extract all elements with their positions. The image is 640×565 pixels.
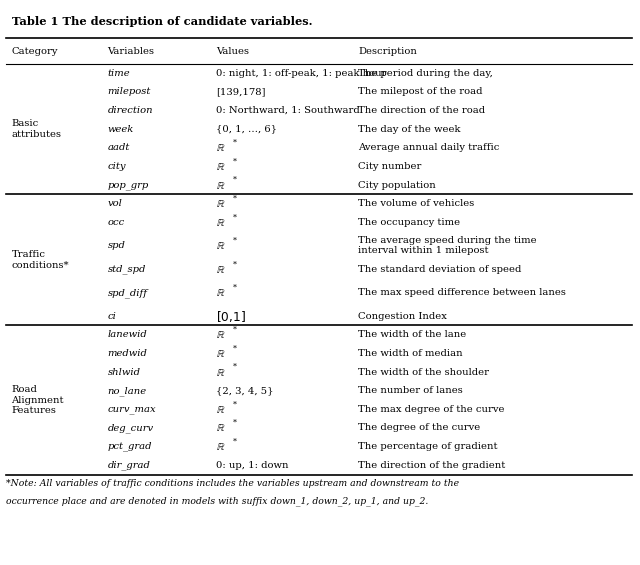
Text: $\mathbb{R}$: $\mathbb{R}$ xyxy=(216,198,225,209)
Text: Basic
attributes: Basic attributes xyxy=(12,119,61,139)
Text: $\mathbb{R}$: $\mathbb{R}$ xyxy=(216,441,225,452)
Text: The milepost of the road: The milepost of the road xyxy=(358,88,483,96)
Text: Table 1 The description of candidate variables.: Table 1 The description of candidate var… xyxy=(12,16,312,27)
Text: The standard deviation of speed: The standard deviation of speed xyxy=(358,265,522,273)
Text: $\mathbb{R}$: $\mathbb{R}$ xyxy=(216,287,225,298)
Text: Average annual daily traffic: Average annual daily traffic xyxy=(358,144,500,152)
Text: *: * xyxy=(233,400,237,408)
Text: $\mathbb{R}$: $\mathbb{R}$ xyxy=(216,217,225,228)
Text: The number of lanes: The number of lanes xyxy=(358,386,463,395)
Text: ci: ci xyxy=(108,312,116,320)
Text: no_lane: no_lane xyxy=(108,386,147,396)
Text: The width of median: The width of median xyxy=(358,349,463,358)
Text: The percentage of gradient: The percentage of gradient xyxy=(358,442,498,451)
Text: *: * xyxy=(233,325,237,334)
Text: city: city xyxy=(108,162,126,171)
Text: The direction of the road: The direction of the road xyxy=(358,106,486,115)
Text: [139,178]: [139,178] xyxy=(216,88,266,96)
Text: *: * xyxy=(233,260,237,268)
Text: $\mathbb{R}$: $\mathbb{R}$ xyxy=(216,264,225,275)
Text: *: * xyxy=(233,237,237,245)
Text: $\mathbb{R}$: $\mathbb{R}$ xyxy=(216,348,225,359)
Text: Values: Values xyxy=(216,47,250,55)
Text: 0: Northward, 1: Southward: 0: Northward, 1: Southward xyxy=(216,106,360,115)
Text: *: * xyxy=(233,344,237,353)
Text: $\mathbb{R}$: $\mathbb{R}$ xyxy=(216,161,225,172)
Text: The day of the week: The day of the week xyxy=(358,125,461,133)
Text: Congestion Index: Congestion Index xyxy=(358,312,447,320)
Text: City number: City number xyxy=(358,162,422,171)
Text: $\mathbb{R}$: $\mathbb{R}$ xyxy=(216,240,225,251)
Text: *: * xyxy=(233,419,237,427)
Text: {0, 1, …, 6}: {0, 1, …, 6} xyxy=(216,125,277,133)
Text: The width of the lane: The width of the lane xyxy=(358,331,467,339)
Text: {2, 3, 4, 5}: {2, 3, 4, 5} xyxy=(216,386,274,395)
Text: pct_grad: pct_grad xyxy=(108,442,152,451)
Text: $\mathbb{R}$: $\mathbb{R}$ xyxy=(216,329,225,340)
Text: *: * xyxy=(233,176,237,184)
Text: $\mathbb{R}$: $\mathbb{R}$ xyxy=(216,367,225,377)
Text: The average speed during the time: The average speed during the time xyxy=(358,236,537,245)
Text: *: * xyxy=(233,284,237,292)
Text: *Note: All variables of traffic conditions includes the variables upstream and d: *Note: All variables of traffic conditio… xyxy=(6,479,460,488)
Text: The occupancy time: The occupancy time xyxy=(358,218,461,227)
Text: Description: Description xyxy=(358,47,417,55)
Text: *: * xyxy=(233,437,237,446)
Text: Category: Category xyxy=(12,47,58,55)
Text: City population: City population xyxy=(358,181,436,189)
Text: 0: night, 1: off-peak, 1: peak hour: 0: night, 1: off-peak, 1: peak hour xyxy=(216,69,387,77)
Text: lanewid: lanewid xyxy=(108,331,147,339)
Text: shlwid: shlwid xyxy=(108,368,141,376)
Text: The degree of the curve: The degree of the curve xyxy=(358,424,481,432)
Text: The volume of vehicles: The volume of vehicles xyxy=(358,199,475,208)
Text: occ: occ xyxy=(108,218,125,227)
Text: $[0{,}1]$: $[0{,}1]$ xyxy=(216,308,246,324)
Text: 0: up, 1: down: 0: up, 1: down xyxy=(216,461,289,470)
Text: Road
Alignment
Features: Road Alignment Features xyxy=(12,385,64,415)
Text: $\mathbb{R}$: $\mathbb{R}$ xyxy=(216,423,225,433)
Text: interval within 1 milepost: interval within 1 milepost xyxy=(358,246,489,255)
Text: $\mathbb{R}$: $\mathbb{R}$ xyxy=(216,142,225,153)
Text: vol: vol xyxy=(108,199,122,208)
Text: Traffic
conditions*: Traffic conditions* xyxy=(12,250,69,270)
Text: *: * xyxy=(233,213,237,221)
Text: $\mathbb{R}$: $\mathbb{R}$ xyxy=(216,180,225,190)
Text: aadt: aadt xyxy=(108,144,130,152)
Text: The direction of the gradient: The direction of the gradient xyxy=(358,461,506,470)
Text: direction: direction xyxy=(108,106,153,115)
Text: Variables: Variables xyxy=(108,47,154,55)
Text: occurrence place and are denoted in models with suffix down_1, down_2, up_1, and: occurrence place and are denoted in mode… xyxy=(6,496,429,506)
Text: *: * xyxy=(233,194,237,203)
Text: time: time xyxy=(108,69,130,77)
Text: spd: spd xyxy=(108,241,125,250)
Text: medwid: medwid xyxy=(108,349,147,358)
Text: *: * xyxy=(233,138,237,147)
Text: dir_grad: dir_grad xyxy=(108,460,150,470)
Text: The max speed difference between lanes: The max speed difference between lanes xyxy=(358,288,566,297)
Text: pop_grp: pop_grp xyxy=(108,181,148,189)
Text: *: * xyxy=(233,363,237,371)
Text: The max degree of the curve: The max degree of the curve xyxy=(358,405,505,414)
Text: spd_diff: spd_diff xyxy=(108,288,148,298)
Text: deg_curv: deg_curv xyxy=(108,423,154,433)
Text: The width of the shoulder: The width of the shoulder xyxy=(358,368,490,376)
Text: $\mathbb{R}$: $\mathbb{R}$ xyxy=(216,404,225,415)
Text: milepost: milepost xyxy=(108,88,151,96)
Text: week: week xyxy=(108,125,134,133)
Text: *: * xyxy=(233,157,237,166)
Text: std_spd: std_spd xyxy=(108,264,146,274)
Text: curv_max: curv_max xyxy=(108,405,156,414)
Text: The period during the day,: The period during the day, xyxy=(358,69,493,77)
